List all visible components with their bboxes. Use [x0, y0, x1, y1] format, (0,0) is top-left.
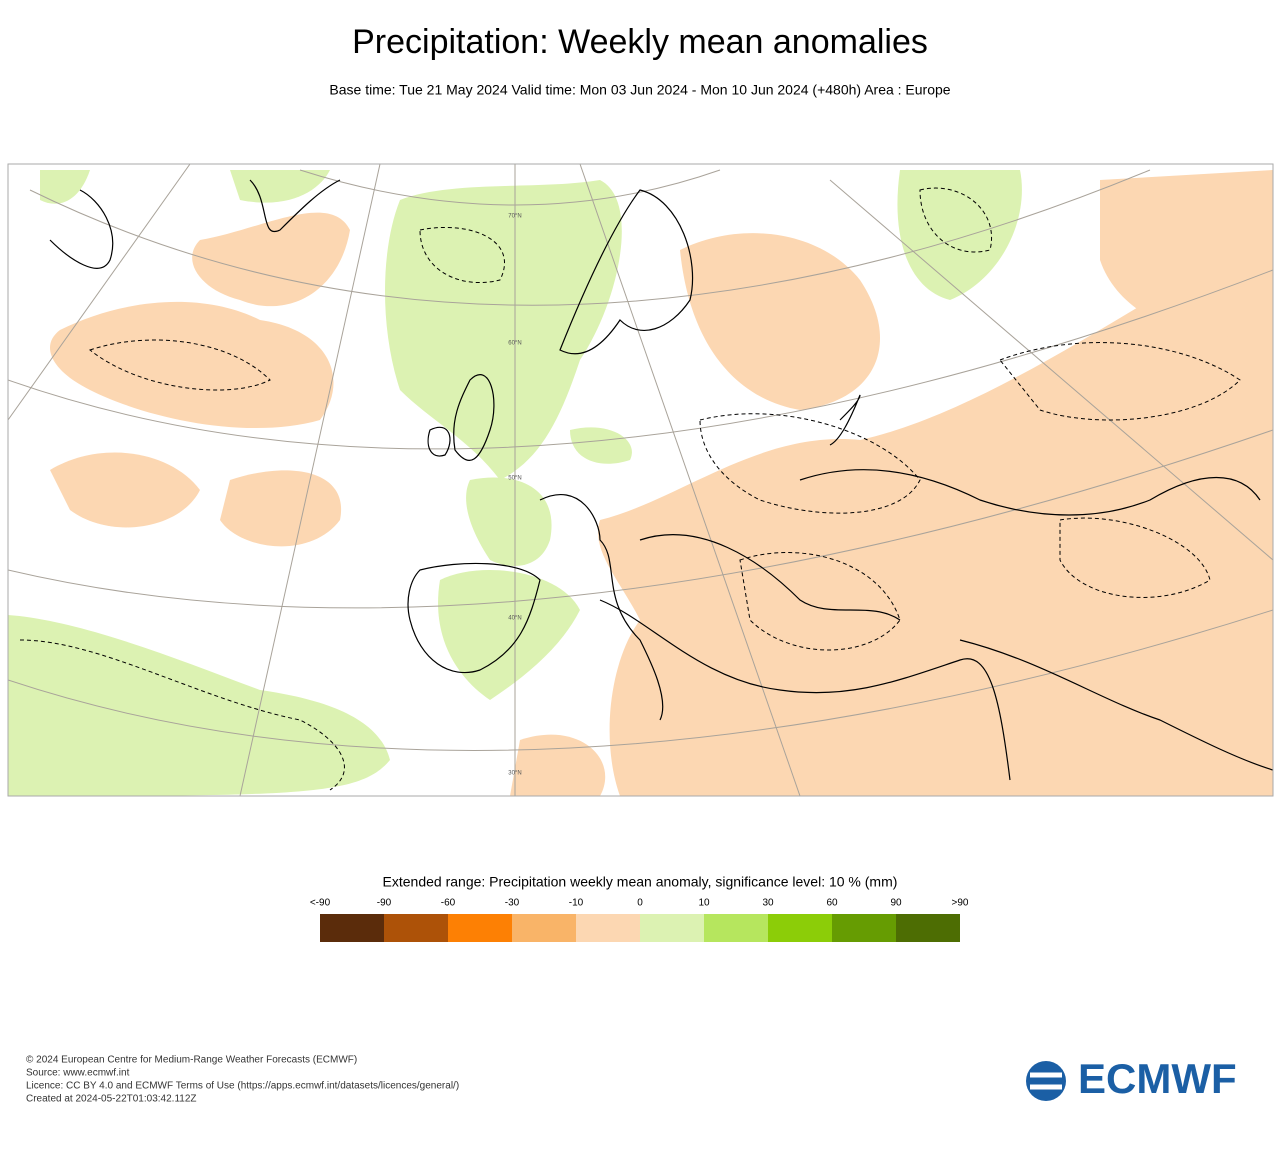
color-swatch: [384, 914, 448, 942]
graticule: [8, 164, 1273, 796]
subtitle: Base time: Tue 21 May 2024 Valid time: M…: [329, 82, 950, 98]
title: Precipitation: Weekly mean anomalies: [352, 23, 928, 61]
footer-line: Licence: CC BY 4.0 and ECMWF Terms of Us…: [26, 1081, 459, 1092]
color-swatch: [448, 914, 512, 942]
footer: © 2024 European Centre for Medium-Range …: [26, 1055, 459, 1105]
latitude-label: 30°N: [508, 771, 521, 777]
colorbar-label: 60: [826, 898, 838, 909]
significance-contours: [19, 187, 1241, 791]
colorbar-label: 90: [890, 898, 902, 909]
color-swatch: [704, 914, 768, 942]
coastlines: [49, 179, 1273, 781]
negative-anomaly-areas: [50, 170, 1273, 796]
legend-title: Extended range: Precipitation weekly mea…: [383, 874, 898, 890]
latitude-label: 40°N: [508, 616, 521, 622]
colorbar-label: 10: [698, 898, 710, 909]
positive-anomaly-areas: [8, 170, 1022, 796]
latitude-label: 70°N: [508, 214, 521, 220]
colorbar: <-90 -90 -60 -30 -10 0 10 30 60 90 >90: [310, 898, 969, 942]
colorbar-label: -60: [441, 898, 456, 909]
footer-line: Created at 2024-05-22T01:03:42.112Z: [26, 1094, 197, 1105]
colorbar-label: >90: [952, 898, 969, 909]
map: 70°N 60°N 50°N 40°N 30°N: [7, 163, 1274, 797]
logo-text: ECMWF: [1078, 1055, 1237, 1102]
colorbar-label: -10: [569, 898, 584, 909]
color-swatch: [768, 914, 832, 942]
color-swatch: [512, 914, 576, 942]
map-frame: [7, 163, 1274, 797]
color-swatch: [896, 914, 960, 942]
colorbar-label: -90: [377, 898, 392, 909]
colorbar-label: -30: [505, 898, 520, 909]
logo: ECMWF: [1026, 1055, 1237, 1102]
color-swatch: [832, 914, 896, 942]
footer-line: © 2024 European Centre for Medium-Range …: [26, 1055, 357, 1066]
color-swatch: [320, 914, 384, 942]
colorbar-label: 0: [637, 898, 643, 909]
color-swatch: [640, 914, 704, 942]
footer-line: Source: www.ecmwf.int: [26, 1068, 130, 1079]
latitude-label: 60°N: [508, 341, 521, 347]
colorbar-label: 30: [762, 898, 774, 909]
colorbar-label: <-90: [310, 898, 331, 909]
color-swatch: [576, 914, 640, 942]
latitude-label: 50°N: [508, 476, 521, 482]
